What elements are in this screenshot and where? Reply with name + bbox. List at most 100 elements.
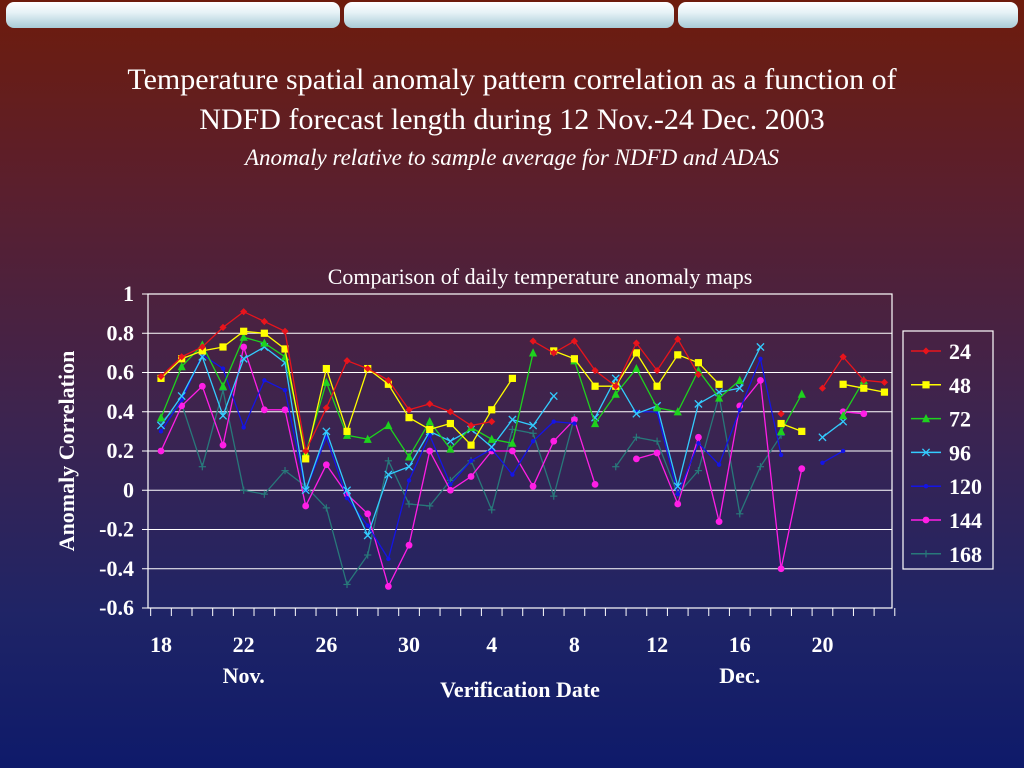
data-point-24 [467,421,475,430]
data-point-72 [797,389,806,398]
data-point-96 [673,482,682,491]
y-axis-label: Anomaly Correlation [54,351,79,552]
data-point-120 [448,482,453,487]
data-point-120 [262,378,267,383]
data-point-48 [240,327,248,335]
x-tick-label: 30 [398,632,420,657]
x-tick-label: 4 [486,632,497,657]
data-point-48 [570,355,578,363]
series-line-120 [636,356,782,497]
legend-marker-144 [922,516,930,524]
legend-marker-96 [921,448,931,457]
data-point-120 [696,440,701,446]
series-line-120 [822,450,844,464]
legend [902,330,994,570]
data-point-24 [632,339,641,347]
y-tick-label: 0.4 [107,399,135,424]
y-tick-label: 0.2 [107,438,135,463]
x-tick-label: 18 [150,632,172,657]
data-point-72 [384,420,393,430]
legend-label-48: 48 [949,373,971,398]
data-point-48 [798,427,806,435]
y-tick-label: -0.2 [99,517,134,542]
data-point-96 [818,433,827,442]
data-point-72 [425,416,434,426]
data-point-120 [468,458,474,464]
data-point-96 [487,443,496,452]
data-point-72 [735,375,744,384]
data-point-48 [860,384,868,392]
data-point-48 [715,380,723,388]
data-point-144 [260,406,268,414]
data-point-96 [529,421,538,430]
data-point-72 [632,363,641,373]
data-point-48 [632,349,641,357]
data-point-24 [777,410,785,418]
data-point-72 [590,418,600,428]
data-point-120 [820,460,825,465]
data-point-48 [302,455,310,463]
slide-subtitle: Anomaly relative to sample average for N… [244,145,780,170]
legend-marker-72 [921,414,931,423]
data-point-72 [714,393,724,402]
data-point-120 [282,387,288,393]
data-point-144 [178,402,186,410]
data-point-72 [363,434,372,443]
data-point-96 [301,486,310,495]
data-point-144 [860,410,868,418]
data-point-96 [611,374,620,383]
data-point-120 [737,407,742,412]
data-point-24 [488,417,496,426]
x-tick-label: 8 [569,632,580,657]
data-point-48 [674,351,682,359]
data-point-96 [322,427,331,436]
data-point-24 [260,317,268,326]
data-point-96 [239,354,248,363]
data-point-72 [156,413,166,422]
series-120 [158,352,846,562]
data-point-144 [653,449,661,457]
data-point-48 [777,419,785,428]
data-point-72 [652,403,662,412]
data-point-96 [735,384,744,393]
data-point-24 [178,353,186,361]
data-point-144 [550,437,558,445]
chart-title: Comparison of daily temperature anomaly … [328,264,753,289]
data-point-72 [280,352,290,361]
data-point-96 [342,486,352,495]
data-point-24 [240,308,248,316]
data-point-144 [322,461,330,469]
data-point-96 [156,421,166,430]
data-point-144 [157,447,165,455]
data-point-48 [260,329,268,337]
data-point-120 [365,523,370,528]
data-point-120 [778,452,784,458]
data-point-120 [530,438,536,444]
x-tick-label: 16 [729,632,751,657]
data-point-144 [715,518,723,526]
data-point-144 [219,441,227,449]
data-point-48 [343,427,351,435]
data-point-72 [177,362,186,371]
data-point-96 [694,399,703,408]
data-point-72 [446,444,455,453]
data-point-48 [281,345,289,353]
data-point-144 [384,583,392,590]
series-line-168 [615,395,782,517]
legend-label-24: 24 [949,339,971,364]
data-point-48 [508,374,516,382]
data-point-96 [549,391,558,401]
data-point-48 [839,380,847,388]
y-tick-label: -0.6 [99,595,134,620]
data-point-96 [177,391,186,401]
data-point-96 [218,411,228,420]
data-point-24 [426,400,434,408]
legend-label-72: 72 [949,407,971,432]
month-label-dec: Dec. [719,663,760,688]
data-point-144 [446,486,454,494]
legend-marker-24 [922,347,930,355]
series-144 [157,343,868,590]
data-point-144 [674,500,682,508]
data-point-120 [220,366,226,371]
